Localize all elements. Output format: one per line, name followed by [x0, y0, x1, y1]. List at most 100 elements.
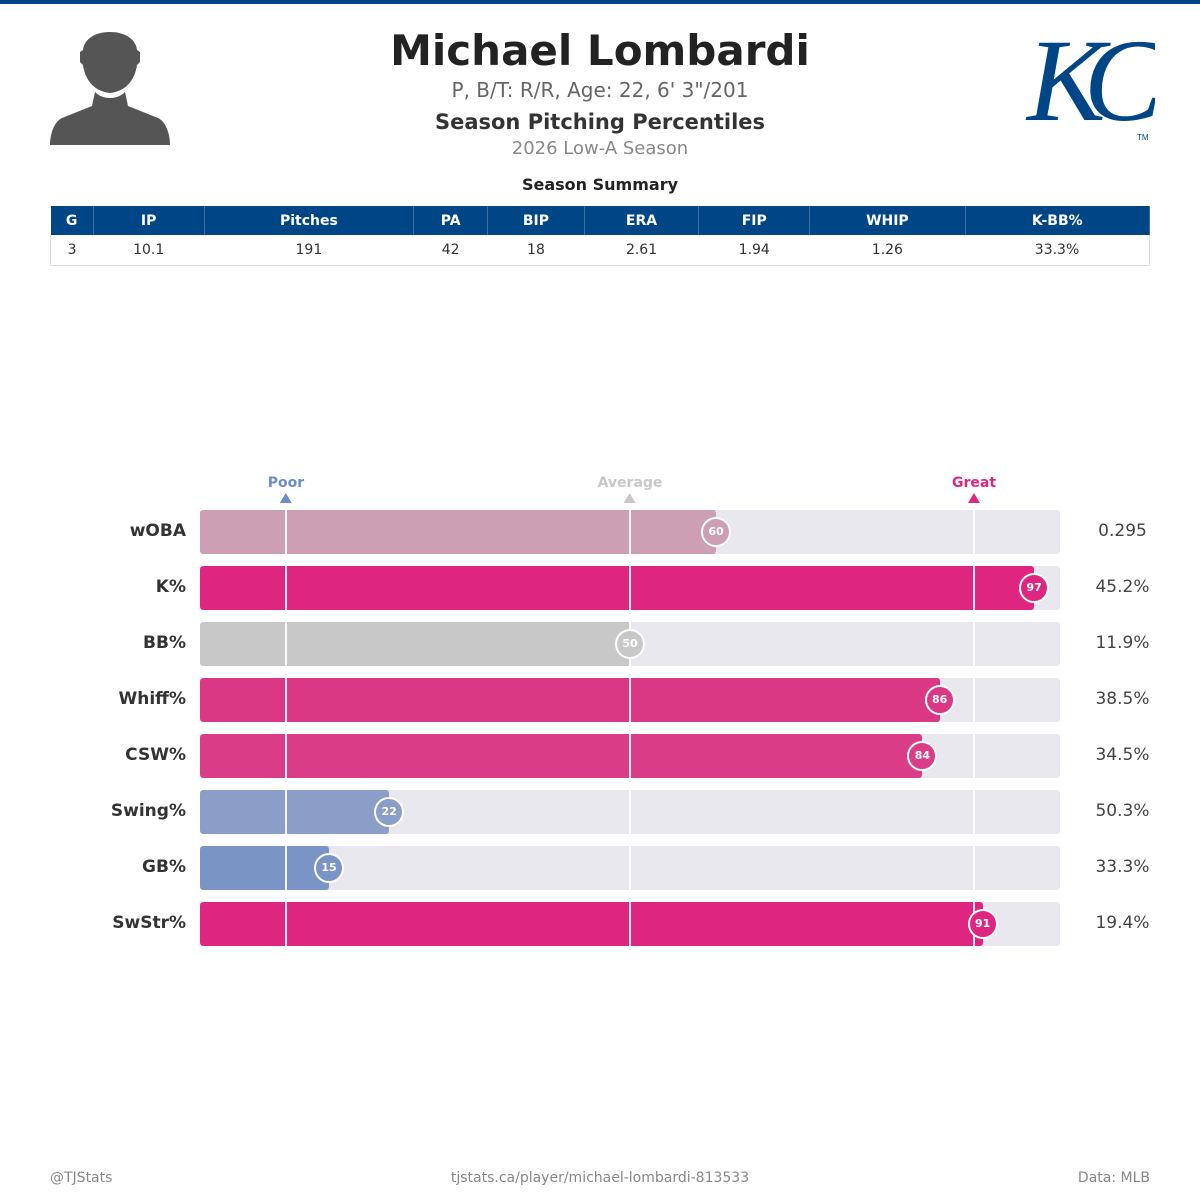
column-header: FIP	[698, 206, 811, 235]
player-bio: P, B/T: R/R, Age: 22, 6' 3"/201	[451, 78, 749, 102]
reference-line	[973, 678, 975, 722]
summary-cell: 1.26	[809, 235, 966, 266]
column-header: BIP	[487, 206, 585, 235]
marker-poor: Poor	[268, 475, 304, 503]
column-header: IP	[93, 206, 205, 235]
stat-label: Whiff%	[118, 689, 187, 709]
reference-line	[629, 790, 631, 834]
percentile-badge: 91	[967, 909, 998, 939]
column-header: G	[50, 206, 94, 235]
reference-line	[973, 734, 975, 778]
triangle-up-icon	[280, 493, 292, 503]
reference-line	[629, 902, 631, 946]
column-header: Pitches	[204, 206, 415, 235]
column-header: PA	[413, 206, 489, 235]
percentile-badge: 60	[701, 517, 731, 547]
stat-label: K%	[155, 577, 186, 597]
summary-cell: 191	[204, 235, 414, 266]
percentile-badge: 15	[314, 853, 344, 883]
percentile-badge: 50	[615, 629, 645, 659]
summary-cell: 33.3%	[965, 235, 1151, 266]
bar-track	[200, 678, 1060, 722]
bar-track	[200, 510, 1060, 554]
marker-great: Great	[952, 475, 996, 503]
player-silhouette-icon	[50, 32, 170, 145]
percentile-badge: 97	[1019, 573, 1050, 603]
bar-fill	[200, 678, 940, 722]
stat-label: BB%	[143, 633, 186, 653]
footer-source: Data: MLB	[1077, 1170, 1150, 1186]
footer-handle: @TJStats	[50, 1170, 113, 1186]
bar-fill	[200, 566, 1035, 610]
percentile-badge: 86	[924, 685, 955, 715]
stat-value: 33.3%	[1095, 857, 1150, 877]
bar-track	[200, 790, 1060, 834]
stat-value: 45.2%	[1095, 577, 1150, 597]
percentile-row: wOBA 60 0.295	[0, 510, 1200, 554]
percentile-badge: 22	[374, 797, 405, 827]
reference-line	[285, 566, 287, 610]
bar-fill	[200, 790, 390, 834]
stat-label: Swing%	[110, 801, 186, 821]
column-header: K-BB%	[965, 206, 1151, 235]
percentile-row: BB% 50 11.9%	[0, 622, 1200, 666]
bar-fill	[200, 846, 329, 890]
bar-fill	[200, 622, 630, 666]
summary-title: Season Summary	[521, 175, 679, 194]
reference-line	[973, 622, 975, 666]
summary-cell: 3	[50, 235, 94, 266]
percentile-row: K% 97 45.2%	[0, 566, 1200, 610]
marker-label: Poor	[267, 475, 305, 491]
reference-line	[629, 566, 631, 610]
reference-line	[285, 678, 287, 722]
reference-line	[285, 790, 287, 834]
season-label: 2026 Low-A Season	[511, 138, 689, 159]
reference-line	[973, 790, 975, 834]
bar-fill	[200, 734, 923, 778]
reference-line	[285, 902, 287, 946]
reference-line	[629, 678, 631, 722]
marker-average: Average	[597, 475, 663, 503]
reference-line	[629, 510, 631, 554]
top-bar	[0, 0, 1200, 4]
stat-label: GB%	[142, 857, 186, 877]
season-summary-table: G IP Pitches PA BIP ERA FIP WHIP K-BB% 3 10.1 191 4…	[50, 206, 1151, 266]
summary-cell: 1.94	[698, 235, 810, 266]
percentile-row: CSW% 84 34.5%	[0, 734, 1200, 778]
reference-line	[973, 846, 975, 890]
reference-line	[285, 510, 287, 554]
percentile-row: SwStr% 91 19.4%	[0, 902, 1200, 946]
percentile-row: Whiff% 86 38.5%	[0, 678, 1200, 722]
bar-track	[200, 902, 1060, 946]
player-name: Michael Lombardi	[390, 26, 810, 75]
percentile-row: Swing% 22 50.3%	[0, 790, 1200, 834]
summary-cell: 18	[487, 235, 585, 266]
stat-value: 50.3%	[1095, 801, 1150, 821]
footer-url[interactable]: tjstats.ca/player/michael-lombardi-81353…	[450, 1170, 750, 1186]
svg-text:KC: KC	[1025, 20, 1155, 145]
summary-cell: 2.61	[584, 235, 699, 266]
bar-track	[200, 566, 1060, 610]
bar-fill	[200, 510, 716, 554]
percentile-row: GB% 15 33.3%	[0, 846, 1200, 890]
team-logo: KC TM	[1025, 20, 1155, 145]
stat-value: 11.9%	[1095, 633, 1150, 653]
column-header: ERA	[584, 206, 700, 235]
marker-label: Average	[597, 475, 663, 491]
stat-value: 19.4%	[1095, 913, 1150, 933]
reference-line	[973, 566, 975, 610]
marker-label: Great	[951, 475, 997, 491]
triangle-up-icon	[968, 493, 980, 503]
bar-track	[200, 734, 1060, 778]
reference-line	[629, 846, 631, 890]
reference-line	[973, 510, 975, 554]
svg-text:TM: TM	[1137, 133, 1149, 142]
bar-fill	[200, 902, 983, 946]
reference-line	[285, 622, 287, 666]
column-header: WHIP	[809, 206, 966, 235]
triangle-up-icon	[623, 493, 636, 503]
stat-value: 0.295	[1098, 521, 1147, 541]
stat-label: CSW%	[125, 745, 186, 765]
stat-value: 34.5%	[1095, 745, 1150, 765]
reference-line	[629, 734, 631, 778]
